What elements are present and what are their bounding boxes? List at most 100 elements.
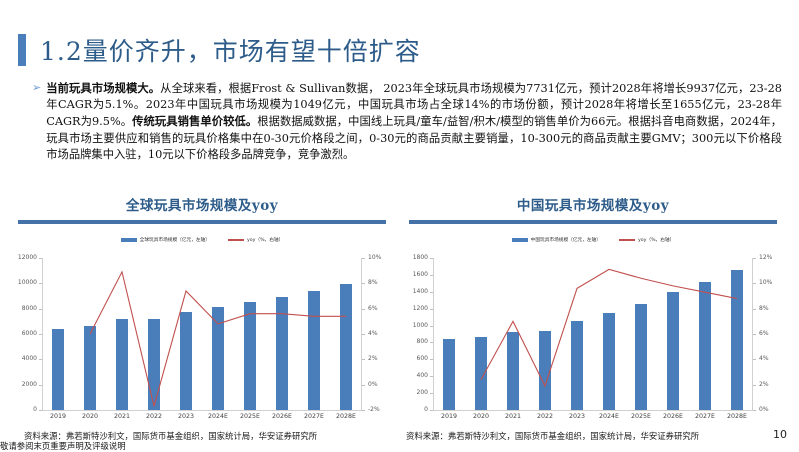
- legend-bar-label: 全球玩具市场规模（亿元，左轴）: [139, 238, 210, 243]
- chart-china-toy-market: 中国玩具市场规模及yoy 中国玩具市场规模（亿元，左轴） yoy（%，右轴） 0…: [403, 196, 783, 428]
- y-axis-right-tick-label: 2%: [368, 355, 378, 363]
- chart-axis-x: [42, 410, 362, 411]
- y-axis-right-tick-label: 8%: [368, 279, 378, 287]
- chart-legend: 全球玩具市场规模（亿元，左轴） yoy（%，右轴）: [12, 230, 392, 250]
- y-axis-right-tick-label: 8%: [759, 304, 769, 312]
- y-axis-left-tick-label: 1400: [412, 287, 428, 295]
- y-axis-left-tick-label: 10000: [17, 279, 37, 287]
- chart-bar: [698, 281, 712, 410]
- y-axis-left-tick-label: 12000: [17, 254, 37, 261]
- chart-title: 中国玩具市场规模及yoy: [516, 198, 670, 214]
- y-axis-left-tick-label: 8000: [21, 304, 37, 312]
- bullet-arrow-icon: ➢: [32, 82, 42, 94]
- y-axis-left-tick: [39, 384, 42, 386]
- legend-item-bar: 中国玩具市场规模（亿元，左轴）: [511, 237, 601, 243]
- chart-bar: [275, 297, 289, 410]
- y-axis-right-tick-label: 6%: [368, 304, 378, 312]
- chart-bar: [634, 304, 648, 410]
- bullet-row: ➢ 当前玩具市场规模大。从全球来看，根据Frost & Sullivan数据， …: [22, 80, 782, 163]
- y-axis-left-tick-label: 0: [424, 406, 428, 413]
- chart-line-series: [89, 270, 346, 407]
- chart-title: 全球玩具市场规模及yoy: [125, 198, 279, 214]
- page-title: 1.2量价齐升，市场有望十倍扩容: [40, 37, 421, 66]
- chart-bar: [506, 332, 520, 410]
- y-axis-right-tick-label: 10%: [759, 279, 773, 287]
- x-axis-tick-label: 2023: [568, 413, 586, 420]
- chart-axis-left: [42, 258, 43, 410]
- y-axis-left-tick-label: 600: [416, 355, 428, 363]
- y-axis-left-tick: [39, 359, 42, 361]
- legend-item-bar: 全球玩具市场规模（亿元，左轴）: [120, 237, 210, 243]
- y-axis-right-tick: [362, 384, 365, 386]
- y-axis-right-tick-label: 0%: [759, 406, 769, 413]
- chart-bar: [570, 321, 584, 410]
- x-axis-tick-label: 2019: [440, 413, 458, 420]
- y-axis-right-tick-label: 12%: [759, 254, 773, 261]
- y-axis-left-tick-label: 1800: [412, 254, 428, 261]
- chart-plot-area: 0 2000 4000 6000 8000 10000 12000 -2% 0% 2% 4% 6% 8%…: [12, 252, 392, 424]
- y-axis-right-tick-label: -2%: [368, 406, 380, 413]
- chart-bar: [474, 337, 488, 410]
- y-axis-right-tick: [362, 308, 365, 310]
- x-axis-tick-label: 2025E: [239, 413, 260, 420]
- y-axis-left-tick-label: 400: [416, 372, 428, 380]
- y-axis-left-tick: [430, 393, 433, 395]
- chart-axis-right: [752, 258, 753, 410]
- chart-bar: [51, 328, 65, 410]
- source-note-left: 资料来源：弗若斯特沙利文，国际货币基金组织，国家统计局，华安证券研究所: [24, 431, 318, 441]
- source-note-right: 资料来源：弗若斯特沙利文，国际货币基金组织，国家统计局，华安证券研究所: [406, 431, 700, 441]
- chart-bar: [339, 284, 353, 410]
- y-axis-left-tick: [430, 308, 433, 310]
- y-axis-right-tick: [753, 334, 756, 335]
- y-axis-left-tick-label: 1200: [412, 304, 428, 312]
- legend-bar-swatch-icon: [120, 238, 137, 242]
- x-axis-tick-label: 2020: [472, 413, 490, 420]
- y-axis-left-tick-label: 6000: [21, 330, 37, 337]
- chart-bar: [666, 291, 680, 410]
- x-axis-tick-label: 2024E: [598, 413, 619, 420]
- y-axis-right-tick: [362, 359, 365, 361]
- disclaimer-note: 敬请参阅末页重要声明及评级说明: [0, 441, 126, 451]
- y-axis-left-tick: [39, 308, 42, 310]
- y-axis-left-tick: [39, 258, 42, 259]
- chart-bar: [179, 312, 193, 410]
- x-axis-tick-label: 2022: [536, 413, 554, 420]
- x-axis-tick-label: 2021: [504, 413, 522, 420]
- title-accent-bar: [18, 34, 26, 66]
- y-axis-left-tick: [430, 342, 433, 344]
- y-axis-left-tick-label: 0: [33, 406, 37, 413]
- y-axis-left-tick-label: 1000: [412, 321, 428, 329]
- x-axis-tick-label: 2021: [113, 413, 131, 420]
- y-axis-right-tick-label: 6%: [759, 330, 769, 337]
- y-axis-right-tick: [753, 384, 756, 386]
- y-axis-left-tick: [39, 410, 42, 411]
- chart-bar: [307, 290, 321, 410]
- slide-title-bar: 1.2量价齐升，市场有望十倍扩容: [0, 30, 799, 70]
- chart-axis-right: [361, 258, 362, 410]
- body-paragraph: 当前玩具市场规模大。从全球来看，根据Frost & Sullivan数据， 20…: [46, 81, 782, 161]
- y-axis-left-tick: [430, 291, 433, 293]
- x-axis-tick-label: 2026E: [271, 413, 292, 420]
- y-axis-right-tick: [753, 258, 756, 259]
- x-axis-tick-label: 2025E: [630, 413, 651, 420]
- legend-item-line: yoy（%，右轴）: [619, 237, 674, 243]
- x-axis-tick-label: 2027E: [303, 413, 324, 420]
- chart-bar: [83, 325, 97, 410]
- chart-line-series: [480, 268, 738, 388]
- chart-axis-left: [433, 258, 434, 410]
- x-axis-tick-label: 2022: [145, 413, 163, 420]
- page-number: 10: [773, 428, 787, 441]
- y-axis-right-tick: [753, 308, 756, 310]
- chart-bar: [211, 307, 225, 410]
- y-axis-right-tick: [362, 410, 365, 411]
- chart-axis-x: [433, 410, 753, 411]
- x-axis-tick-label: 2024E: [207, 413, 228, 420]
- legend-line-swatch-icon: [619, 239, 635, 241]
- chart-title-rule: [18, 220, 386, 224]
- y-axis-right-tick-label: 2%: [759, 380, 769, 388]
- legend-bar-swatch-icon: [511, 238, 528, 242]
- x-axis-tick-label: 2020: [81, 413, 99, 420]
- chart-bar: [538, 331, 552, 410]
- y-axis-left-tick: [39, 283, 42, 285]
- y-axis-right-tick: [753, 283, 756, 285]
